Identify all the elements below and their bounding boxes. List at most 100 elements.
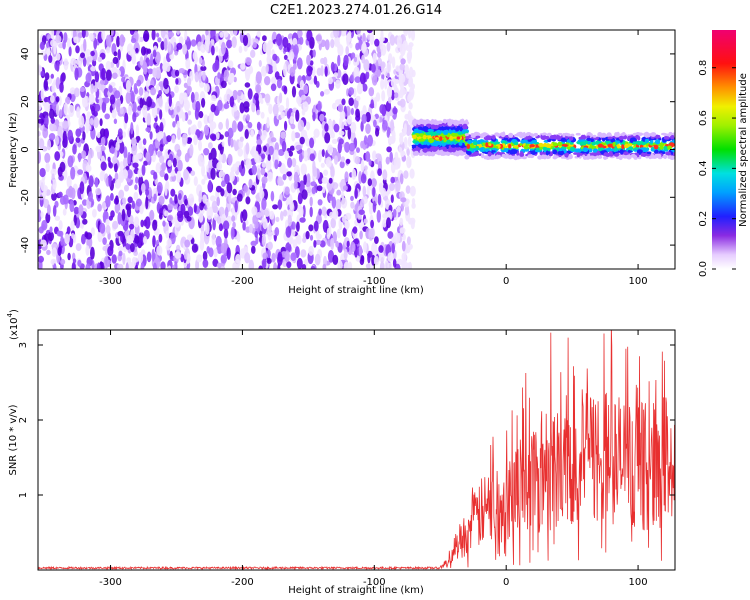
spectrogram-cell bbox=[210, 167, 216, 180]
spectrogram-cell bbox=[54, 215, 61, 221]
spectrogram-cell bbox=[215, 185, 222, 193]
spectrogram-cell bbox=[216, 215, 222, 224]
spectrogram-cell bbox=[356, 147, 360, 153]
spectrogram-cell bbox=[295, 144, 302, 150]
spectrogram-cell bbox=[363, 241, 367, 253]
spectrogram-cell bbox=[178, 193, 182, 201]
spectrogram-ridge-cell bbox=[521, 132, 527, 138]
spectrogram-cell bbox=[145, 127, 151, 133]
spectrogram-cell bbox=[103, 255, 109, 269]
spectrogram-ridge-cell bbox=[577, 139, 584, 143]
spectrogram-ridge-cell bbox=[659, 145, 664, 150]
spectrogram-cell bbox=[220, 242, 227, 254]
spectrogram-ridge-cell bbox=[453, 120, 457, 126]
spectrogram-cell bbox=[326, 227, 331, 240]
spectrogram-ridge-cell bbox=[663, 136, 669, 140]
spectrogram-cell bbox=[49, 226, 53, 233]
spectrogram-cell bbox=[321, 176, 328, 184]
spectrogram-ridge-cell bbox=[432, 148, 437, 152]
spectrogram-cell bbox=[367, 134, 373, 147]
spectrogram-ridge-cell bbox=[589, 148, 593, 153]
spectrogram-cell bbox=[54, 151, 61, 161]
spectrogram-cell bbox=[384, 77, 388, 90]
spectrogram-cell bbox=[310, 148, 315, 154]
spectrogram-cell bbox=[187, 119, 193, 125]
spectrogram-cell bbox=[256, 109, 261, 116]
spectrogram-cell bbox=[312, 111, 316, 122]
spectrogram-cell bbox=[264, 93, 271, 104]
spectrogram-cell bbox=[201, 164, 206, 177]
spectrogram-cell bbox=[176, 149, 182, 157]
spectrogram-cell bbox=[90, 83, 95, 95]
spectrogram-ridge-cell bbox=[580, 141, 586, 145]
spectrogram-ridge-cell bbox=[439, 124, 443, 127]
spectrogram-cell bbox=[69, 200, 75, 213]
spectrogram-cell bbox=[127, 151, 131, 165]
spectrogram-cell bbox=[94, 103, 101, 112]
spectrogram-cell bbox=[91, 105, 96, 116]
spectrogram-cell bbox=[388, 86, 393, 99]
spectrogram-ridge-cell bbox=[614, 146, 618, 151]
spectrogram-cell bbox=[67, 155, 74, 168]
spectrogram-cell bbox=[268, 103, 273, 115]
spectrogram-cell bbox=[125, 242, 131, 250]
spectrogram-cell bbox=[194, 91, 199, 101]
spectrogram-ridge-cell bbox=[670, 135, 675, 140]
spectrogram-ridge-cell bbox=[609, 148, 615, 152]
spectrogram-cell bbox=[112, 220, 119, 230]
spectrogram-cell bbox=[50, 73, 54, 79]
spectrogram-cell bbox=[280, 131, 287, 140]
spectrogram-cell bbox=[303, 173, 307, 186]
spectrogram-cell bbox=[296, 234, 302, 245]
spectrogram-ridge-cell bbox=[488, 147, 494, 150]
spectrogram-cell bbox=[319, 113, 325, 122]
spectrogram-ridge-cell bbox=[537, 156, 542, 160]
spectrogram-cell bbox=[306, 30, 313, 42]
spectrogram-cell bbox=[265, 158, 272, 171]
spectrogram-cell bbox=[108, 85, 113, 93]
spectrogram-cell bbox=[123, 157, 128, 168]
spectrogram-ridge-cell bbox=[607, 143, 614, 148]
spectrogram-cell bbox=[342, 185, 348, 191]
spectrogram-cell bbox=[386, 72, 390, 79]
spectrogram-cell bbox=[66, 37, 71, 48]
spectrogram-cell bbox=[246, 114, 250, 122]
spectrogram-cell bbox=[104, 128, 109, 139]
spectrogram-cell bbox=[44, 115, 49, 127]
spectrogram-cell bbox=[292, 37, 298, 46]
spectrogram-cell bbox=[124, 184, 129, 192]
spectrogram-cell bbox=[50, 168, 57, 176]
spectrogram-cell bbox=[268, 223, 272, 233]
spectrogram-cell bbox=[227, 60, 234, 68]
spectrogram-cell bbox=[40, 178, 46, 192]
spectrogram-cell bbox=[105, 69, 112, 81]
spectrogram-cell bbox=[255, 235, 259, 245]
spectrogram-cell bbox=[56, 61, 60, 72]
spectrogram-cell bbox=[217, 99, 223, 111]
spectrogram-cell bbox=[378, 253, 385, 263]
spectrogram-cell bbox=[280, 111, 286, 119]
snr-xtick-label-1: -200 bbox=[231, 577, 254, 588]
spectrogram-cell bbox=[384, 260, 389, 269]
spectrogram-cell bbox=[348, 142, 356, 152]
spectrogram-cell bbox=[332, 102, 337, 110]
spectrogram-ridge-cell bbox=[636, 141, 642, 146]
spectrogram-cell bbox=[113, 118, 118, 125]
spectrogram-xtick-label-0: -300 bbox=[99, 276, 122, 287]
spectrogram-cell bbox=[379, 38, 384, 50]
spectrogram-cell bbox=[262, 217, 268, 230]
spectrogram-cell bbox=[283, 85, 288, 95]
spectrogram-cell bbox=[372, 151, 376, 159]
spectrogram-ridge-cell bbox=[552, 155, 558, 160]
spectrogram-cell bbox=[401, 259, 408, 269]
spectrogram-cell bbox=[202, 71, 206, 81]
spectrogram-ridge-cell bbox=[631, 154, 638, 158]
spectrogram-cell bbox=[226, 39, 233, 49]
spectrogram-cell bbox=[45, 162, 50, 173]
spectrogram-cell bbox=[220, 41, 226, 55]
spectrogram-cell bbox=[342, 227, 347, 237]
colorbar: 0.0 0.2 0.4 0.6 0.8 Normalized spectral ampl… bbox=[698, 30, 749, 277]
spectrogram-cell bbox=[258, 265, 263, 269]
spectrogram-cell bbox=[387, 231, 394, 239]
spectrogram-cell bbox=[65, 96, 71, 105]
